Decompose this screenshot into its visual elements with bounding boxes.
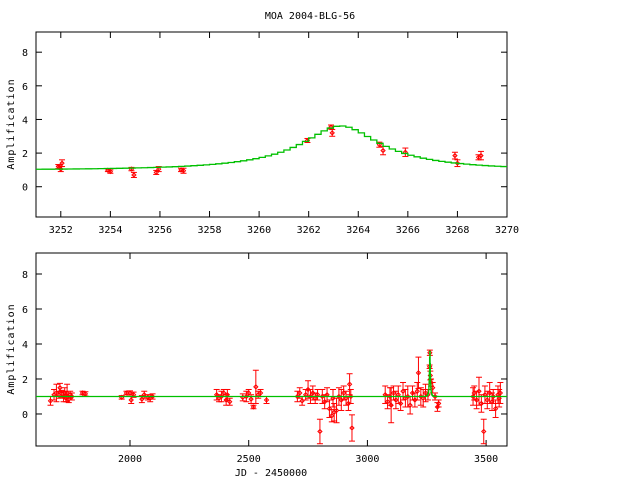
- x-tick-label: 3260: [247, 225, 271, 236]
- data-point: [107, 168, 114, 175]
- data-point: [477, 150, 484, 161]
- point-marker: [346, 381, 353, 387]
- x-tick-label: 3256: [148, 225, 172, 236]
- point-marker: [131, 172, 137, 178]
- point-marker: [326, 406, 333, 412]
- y-tick-label: 4: [22, 340, 28, 351]
- point-marker: [47, 398, 54, 404]
- point-marker: [476, 388, 482, 394]
- point-marker: [248, 396, 254, 402]
- x-tick-label: 3252: [49, 225, 73, 236]
- data-point: [388, 387, 395, 424]
- point-marker: [180, 168, 187, 174]
- point-marker: [221, 390, 227, 396]
- x-tick-label: 3254: [98, 225, 122, 236]
- point-marker: [329, 130, 335, 136]
- point-marker: [435, 400, 442, 407]
- point-marker: [414, 388, 420, 394]
- point-marker: [59, 160, 65, 166]
- point-marker: [257, 390, 264, 396]
- data-series: [55, 124, 484, 178]
- top-y-axis-label: Amplification: [6, 78, 17, 169]
- data-point: [180, 167, 187, 174]
- point-marker: [297, 390, 303, 396]
- data-point: [497, 381, 504, 404]
- data-point: [435, 399, 442, 408]
- x-tick-label: 2500: [237, 454, 261, 465]
- point-marker: [427, 350, 433, 356]
- point-marker: [452, 152, 458, 159]
- point-marker: [139, 396, 145, 402]
- data-point: [326, 399, 333, 418]
- x-tick-label: 3270: [495, 225, 519, 236]
- data-point: [226, 397, 233, 406]
- point-marker: [128, 397, 134, 403]
- point-marker: [246, 390, 252, 396]
- point-marker: [299, 398, 305, 404]
- bottom-y-axis-label: Amplification: [6, 303, 17, 394]
- point-marker: [426, 364, 433, 370]
- x-tick-label: 3262: [297, 225, 321, 236]
- y-tick-label: 8: [22, 48, 28, 59]
- data-point: [53, 383, 60, 403]
- y-tick-label: 2: [22, 149, 28, 160]
- point-marker: [407, 402, 413, 408]
- point-marker: [429, 385, 436, 391]
- data-point: [59, 159, 66, 168]
- data-point: [415, 356, 422, 390]
- y-tick-label: 6: [22, 82, 28, 93]
- point-marker: [492, 406, 499, 412]
- y-tick-label: 6: [22, 305, 28, 316]
- point-marker: [397, 400, 404, 407]
- data-point: [263, 395, 270, 404]
- data-point: [316, 418, 323, 445]
- point-marker: [107, 168, 114, 175]
- data-point: [451, 151, 458, 160]
- model-curve: [36, 350, 507, 398]
- y-tick-label: 0: [22, 410, 28, 421]
- x-tick-label: 3264: [346, 225, 370, 236]
- y-tick-label: 0: [22, 183, 28, 194]
- y-tick-label: 2: [22, 375, 28, 386]
- point-marker: [380, 147, 386, 154]
- data-point: [480, 418, 487, 445]
- data-point: [348, 414, 355, 442]
- point-marker: [250, 404, 257, 410]
- data-point: [250, 404, 257, 410]
- x-tick-label: 3268: [445, 225, 469, 236]
- full-panel: 0 2 4 6 8 2000 2500 3000 3500: [22, 252, 508, 465]
- point-marker: [253, 384, 259, 390]
- point-marker: [497, 390, 504, 396]
- data-point: [414, 381, 421, 401]
- data-series: [47, 349, 504, 445]
- zoom-panel: 0 2 4 6 8 3252 3254 3256 3258 3260 3262 3264 3266 326…: [22, 31, 519, 236]
- point-marker: [153, 169, 159, 176]
- x-tick-label: 3266: [396, 225, 420, 236]
- x-tick-label: 3258: [197, 225, 221, 236]
- x-tick-label: 3000: [355, 454, 379, 465]
- point-marker: [82, 391, 89, 397]
- point-marker: [349, 425, 355, 431]
- point-marker: [263, 397, 270, 403]
- data-point: [329, 129, 336, 137]
- point-marker: [481, 428, 487, 435]
- plot-frame: [35, 31, 508, 218]
- x-tick-label: 2000: [118, 454, 142, 465]
- point-marker: [227, 399, 233, 405]
- x-tick-label: 3500: [474, 454, 498, 465]
- point-marker: [127, 390, 133, 396]
- data-point: [47, 395, 54, 406]
- y-tick-label: 4: [22, 115, 28, 126]
- point-marker: [478, 152, 484, 159]
- bottom-x-axis-label: JD - 2450000: [235, 468, 307, 479]
- y-tick-label: 8: [22, 270, 28, 281]
- data-point: [130, 171, 137, 178]
- point-marker: [317, 428, 323, 435]
- model-curve: [36, 125, 507, 170]
- point-marker: [388, 402, 394, 408]
- point-marker: [415, 370, 422, 376]
- chart-title: MOA 2004-BLG-56: [265, 11, 355, 22]
- plot-frame: [35, 252, 508, 447]
